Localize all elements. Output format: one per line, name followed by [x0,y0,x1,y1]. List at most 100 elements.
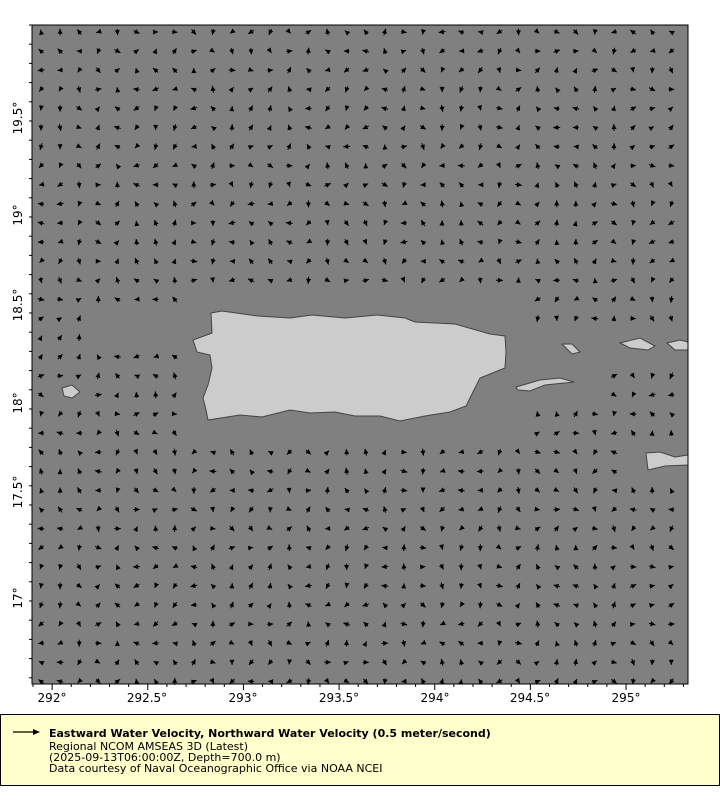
velocity-arrow [268,28,274,36]
velocity-arrow [401,29,407,34]
velocity-arrow [286,526,293,532]
velocity-arrow [344,86,350,93]
velocity-arrow [573,200,579,207]
velocity-arrow [305,449,312,455]
velocity-arrow [75,601,82,607]
velocity-arrow [400,125,406,132]
velocity-arrow [593,162,598,170]
velocity-arrow [115,181,120,188]
vieques-island [515,377,575,392]
velocity-arrow [344,449,350,456]
velocity-arrow [514,47,521,54]
velocity-arrow [286,259,293,265]
velocity-arrow [439,544,444,550]
velocity-arrow [267,220,274,227]
velocity-arrow [650,29,656,36]
velocity-arrow [650,372,656,379]
velocity-arrow [171,468,177,475]
velocity-arrow [57,48,63,54]
velocity-arrow [266,487,274,493]
velocity-arrow [306,67,312,74]
velocity-arrow [514,677,521,684]
velocity-arrow [344,544,350,552]
velocity-arrow [554,411,560,417]
velocity-arrow [76,162,82,169]
velocity-arrow [57,220,64,226]
velocity-arrow [553,525,560,532]
velocity-arrow [362,602,370,607]
velocity-arrow [648,563,656,569]
velocity-arrow [572,584,580,589]
velocity-arrow [400,468,408,474]
velocity-arrow [190,124,197,130]
velocity-arrow [343,622,351,627]
velocity-arrow [229,678,235,685]
velocity-arrow [573,257,579,265]
velocity-arrow [400,49,407,55]
velocity-arrow [153,238,159,246]
velocity-arrow [171,219,177,227]
velocity-arrow [306,87,312,93]
velocity-arrow [57,28,63,36]
velocity-arrow [668,124,674,131]
velocity-arrow [573,658,578,666]
velocity-arrow [228,67,236,73]
velocity-arrow [534,296,541,302]
velocity-arrow [668,392,675,397]
velocity-arrow [457,488,465,494]
velocity-arrow [113,125,121,131]
velocity-arrow [572,430,580,436]
velocity-arrow [457,163,465,169]
velocity-arrow [400,276,406,283]
velocity-arrow [514,219,521,225]
velocity-arrow [267,582,273,589]
velocity-arrow [553,603,561,608]
velocity-arrow [610,238,617,245]
velocity-arrow [266,469,274,475]
velocity-arrow [172,582,178,589]
velocity-arrow [514,602,521,609]
velocity-arrow [153,29,159,35]
velocity-arrow [459,544,465,551]
velocity-arrow [630,66,636,73]
velocity-arrow [400,487,408,493]
velocity-arrow [114,411,121,417]
lat-tick-label: 17° [11,587,25,608]
velocity-arrow [94,106,101,113]
velocity-arrow [286,163,293,169]
velocity-arrow [344,124,351,130]
velocity-arrow [629,621,636,627]
velocity-arrow [210,238,216,246]
velocity-arrow [630,86,637,92]
axis-ticks [29,24,684,690]
velocity-arrow [553,583,560,589]
velocity-arrow [344,639,350,647]
velocity-arrow [325,238,331,246]
velocity-arrow [210,162,215,170]
velocity-arrow [419,105,426,111]
velocity-arrow [515,277,521,284]
velocity-arrow [343,257,350,264]
velocity-arrow [152,162,159,169]
velocity-arrow [591,47,598,54]
velocity-arrow [401,658,408,665]
velocity-arrow [133,182,140,188]
velocity-arrow [535,162,541,170]
velocity-arrow [555,640,560,647]
velocity-arrow [172,448,177,456]
velocity-arrow [153,201,160,208]
velocity-arrow [210,85,216,93]
velocity-arrow [362,49,370,54]
velocity-arrow [267,258,274,265]
velocity-arrow [649,507,656,513]
velocity-arrow [344,30,351,36]
velocity-arrow [343,200,350,206]
velocity-arrow [95,372,101,380]
velocity-arrow [56,201,64,207]
velocity-arrow [535,563,541,570]
velocity-arrow [667,583,674,590]
velocity-arrow [95,258,101,264]
velocity-arrow [133,448,138,455]
velocity-arrow [591,525,598,531]
velocity-arrow [553,28,560,34]
